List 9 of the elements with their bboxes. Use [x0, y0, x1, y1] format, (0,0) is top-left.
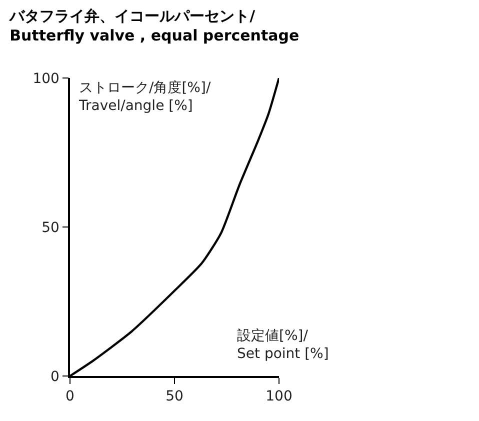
y-axis-title: ストローク/角度[%]/ Travel/angle [%] — [78, 80, 211, 114]
chart-title: バタフライ弁、イコールパーセント/ Butterfly valve , equal percentage — [8, 7, 300, 45]
y-tick-label: 100 — [32, 70, 60, 87]
x-axis-title: 設定値[%]/ Set point [%] — [237, 328, 329, 362]
x-tick-label: 100 — [266, 388, 292, 405]
y-tick-label: 50 — [42, 220, 60, 236]
y-tick-label: 0 — [50, 368, 60, 385]
x-tick-label: 0 — [66, 388, 74, 405]
x-tick-label: 50 — [166, 388, 184, 405]
